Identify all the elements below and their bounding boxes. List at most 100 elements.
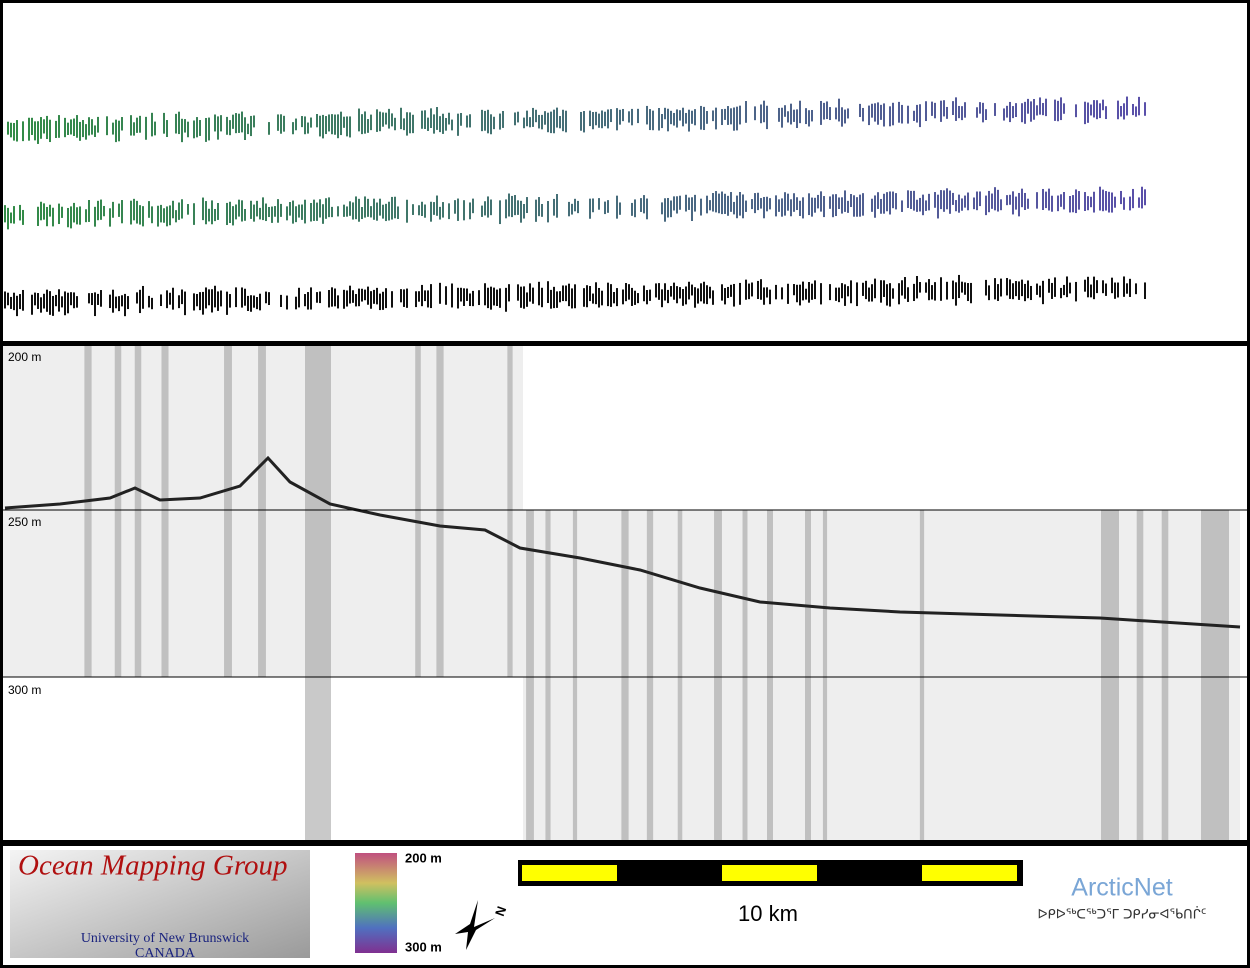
swath-mark xyxy=(343,116,345,128)
swath-mark xyxy=(82,120,84,138)
swath-mark xyxy=(703,281,705,304)
swath-mark xyxy=(1111,277,1113,294)
swath-mark xyxy=(253,204,255,222)
swath-mark xyxy=(121,295,123,307)
swath-mark xyxy=(388,201,390,221)
swath-mark xyxy=(469,114,471,128)
swath-mark xyxy=(205,287,207,309)
swath-mark xyxy=(907,105,909,124)
swath-mark xyxy=(217,291,219,311)
swath-mark xyxy=(1066,276,1068,298)
swath-mark xyxy=(136,117,138,133)
swath-mark xyxy=(1099,186,1101,211)
swath-mark xyxy=(580,111,582,131)
swath-mark xyxy=(46,115,48,140)
swath-mark xyxy=(1111,192,1113,213)
swath-mark xyxy=(1117,100,1119,120)
swath-mark xyxy=(244,288,246,306)
swath-mark xyxy=(361,207,363,220)
swath-mark xyxy=(979,102,981,114)
swath-mark xyxy=(808,110,810,127)
swath-mark xyxy=(232,206,234,226)
swath-mark xyxy=(1102,189,1104,212)
swath-mark xyxy=(394,196,396,219)
swath-mark xyxy=(319,199,321,218)
swath-mark xyxy=(730,284,732,297)
swath-mark xyxy=(328,290,330,308)
swath-mark xyxy=(349,285,351,304)
swath-mark xyxy=(418,205,420,216)
swath-mark xyxy=(91,293,93,306)
swath-mark xyxy=(121,117,123,131)
swath-mark xyxy=(151,206,153,224)
swath-mark xyxy=(808,193,810,216)
swath-mark xyxy=(7,121,9,135)
swath-mark xyxy=(727,286,729,298)
swath-mark xyxy=(265,203,267,222)
swath-mark xyxy=(430,284,432,309)
swath-mark xyxy=(1054,277,1056,297)
swath-mark xyxy=(118,296,120,312)
swath-mark xyxy=(106,116,108,136)
swath-mark xyxy=(796,109,798,129)
noise-stripe xyxy=(646,510,654,840)
swath-mark xyxy=(793,284,795,296)
swath-mark xyxy=(370,114,372,131)
noise-stripes xyxy=(84,346,1229,840)
swath-mark xyxy=(676,196,678,214)
swath-mark xyxy=(709,286,711,299)
swath-mark xyxy=(241,200,243,222)
swath-mark xyxy=(52,207,54,227)
swath-mark xyxy=(1087,102,1089,123)
swath-mark xyxy=(403,118,405,131)
swath-mark xyxy=(643,285,645,302)
swath-mark xyxy=(178,202,180,220)
swath-mark xyxy=(1090,196,1092,208)
noise-stripe xyxy=(507,346,513,677)
swath-mark xyxy=(46,206,48,227)
swath-mark xyxy=(619,202,621,215)
swath-mark xyxy=(883,103,885,127)
swath-mark xyxy=(688,281,690,300)
swath-mark xyxy=(964,282,966,295)
swath-mark xyxy=(1024,192,1026,211)
swath-mark xyxy=(148,295,150,308)
swath-mark xyxy=(349,201,351,216)
swath-mark xyxy=(499,113,501,130)
swath-mark xyxy=(367,286,369,305)
swath-mark xyxy=(112,201,114,218)
swath-mark xyxy=(166,206,168,227)
swath-mark xyxy=(160,294,162,307)
scale-segment xyxy=(722,865,817,881)
swath-mark xyxy=(820,100,822,125)
swath-mark xyxy=(811,109,813,122)
swath-mark xyxy=(568,283,570,307)
swath-mark xyxy=(1063,192,1065,210)
swath-mark xyxy=(292,122,294,135)
swath-mark xyxy=(343,204,345,217)
swath-mark xyxy=(739,192,741,216)
noise-stripe xyxy=(1101,510,1119,840)
swath-mark xyxy=(1015,196,1017,210)
swath-mark xyxy=(700,105,702,130)
swath-mark xyxy=(22,289,24,311)
swath-mark xyxy=(1060,194,1062,207)
swath-mark xyxy=(307,292,309,310)
swath-mark xyxy=(250,115,252,137)
swath-mark xyxy=(517,111,519,123)
swath-mark xyxy=(238,113,240,133)
swath-mark xyxy=(763,287,765,305)
swath-mark xyxy=(448,112,450,125)
swath-mark xyxy=(391,196,393,220)
swath-mark xyxy=(829,284,831,301)
swath-mark xyxy=(358,198,360,222)
swath-mark xyxy=(262,197,264,221)
swath-mark xyxy=(1018,192,1020,217)
swath-mark xyxy=(307,122,309,134)
swath-mark xyxy=(118,120,120,142)
swath-mark xyxy=(613,292,615,304)
swath-mark xyxy=(322,204,324,224)
swath-mark xyxy=(1012,283,1014,300)
swath-mark xyxy=(871,103,873,118)
swath-mark xyxy=(367,198,369,217)
